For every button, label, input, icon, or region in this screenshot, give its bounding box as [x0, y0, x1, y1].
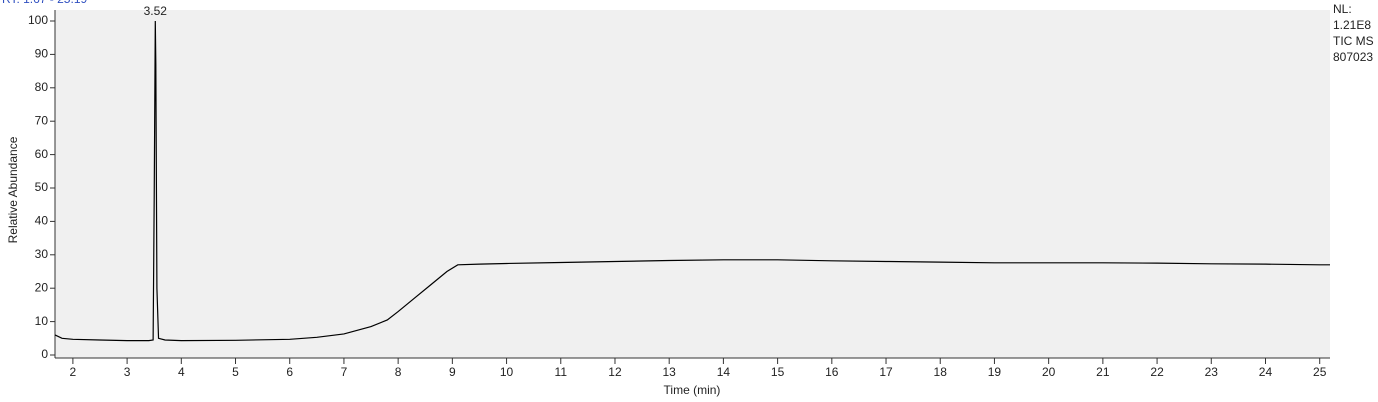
- x-tick-label: 15: [771, 365, 785, 379]
- y-tick-label: 0: [41, 347, 48, 361]
- x-tick-label: 24: [1259, 365, 1273, 379]
- x-tick-label: 20: [1042, 365, 1056, 379]
- chromatogram-line: [54, 20, 1330, 342]
- x-tick-label: 19: [988, 365, 1002, 379]
- x-tick-label: 10: [500, 365, 514, 379]
- x-tick-label: 17: [879, 365, 893, 379]
- rt-range: RT: 1.67 - 25.19: [2, 0, 87, 6]
- x-tick-label: 11: [555, 365, 568, 379]
- x-tick-label: 5: [232, 365, 239, 379]
- x-tick-label: 22: [1150, 365, 1164, 379]
- x-tick-label: 21: [1096, 365, 1110, 379]
- x-tick-label: 18: [934, 365, 948, 379]
- y-tick-label: 100: [28, 13, 48, 27]
- x-tick-label: 2: [70, 365, 77, 379]
- x-tick-label: 3: [124, 365, 131, 379]
- x-tick-label: 23: [1205, 365, 1219, 379]
- x-axis-title: Time (min): [664, 383, 721, 397]
- x-tick-label: 8: [395, 365, 402, 379]
- y-tick-label: 90: [35, 47, 49, 61]
- x-tick-label: 4: [178, 365, 185, 379]
- y-tick-label: 80: [35, 80, 49, 94]
- x-tick-label: 7: [341, 365, 348, 379]
- peak-label: 3.52: [144, 4, 168, 18]
- y-tick-label: 30: [35, 247, 49, 261]
- x-tick-label: 16: [825, 365, 839, 379]
- x-tick-label: 13: [663, 365, 677, 379]
- info-text: NL:: [1333, 2, 1352, 16]
- y-axis-title: Relative Abundance: [6, 136, 20, 243]
- y-tick-label: 70: [35, 113, 49, 127]
- y-tick-label: 40: [35, 214, 49, 228]
- y-tick-label: 60: [35, 147, 49, 161]
- info-text: TIC MS: [1333, 34, 1374, 48]
- info-text: 807023: [1333, 50, 1373, 64]
- x-tick-label: 6: [286, 365, 293, 379]
- plot-area: [55, 10, 1330, 358]
- x-tick-label: 12: [608, 365, 622, 379]
- y-tick-label: 20: [35, 280, 49, 294]
- info-text: 1.21E8: [1333, 18, 1371, 32]
- y-tick-label: 10: [35, 314, 49, 328]
- x-tick-label: 25: [1313, 365, 1327, 379]
- x-tick-label: 14: [717, 365, 731, 379]
- y-tick-label: 50: [35, 180, 49, 194]
- x-tick-label: 9: [449, 365, 456, 379]
